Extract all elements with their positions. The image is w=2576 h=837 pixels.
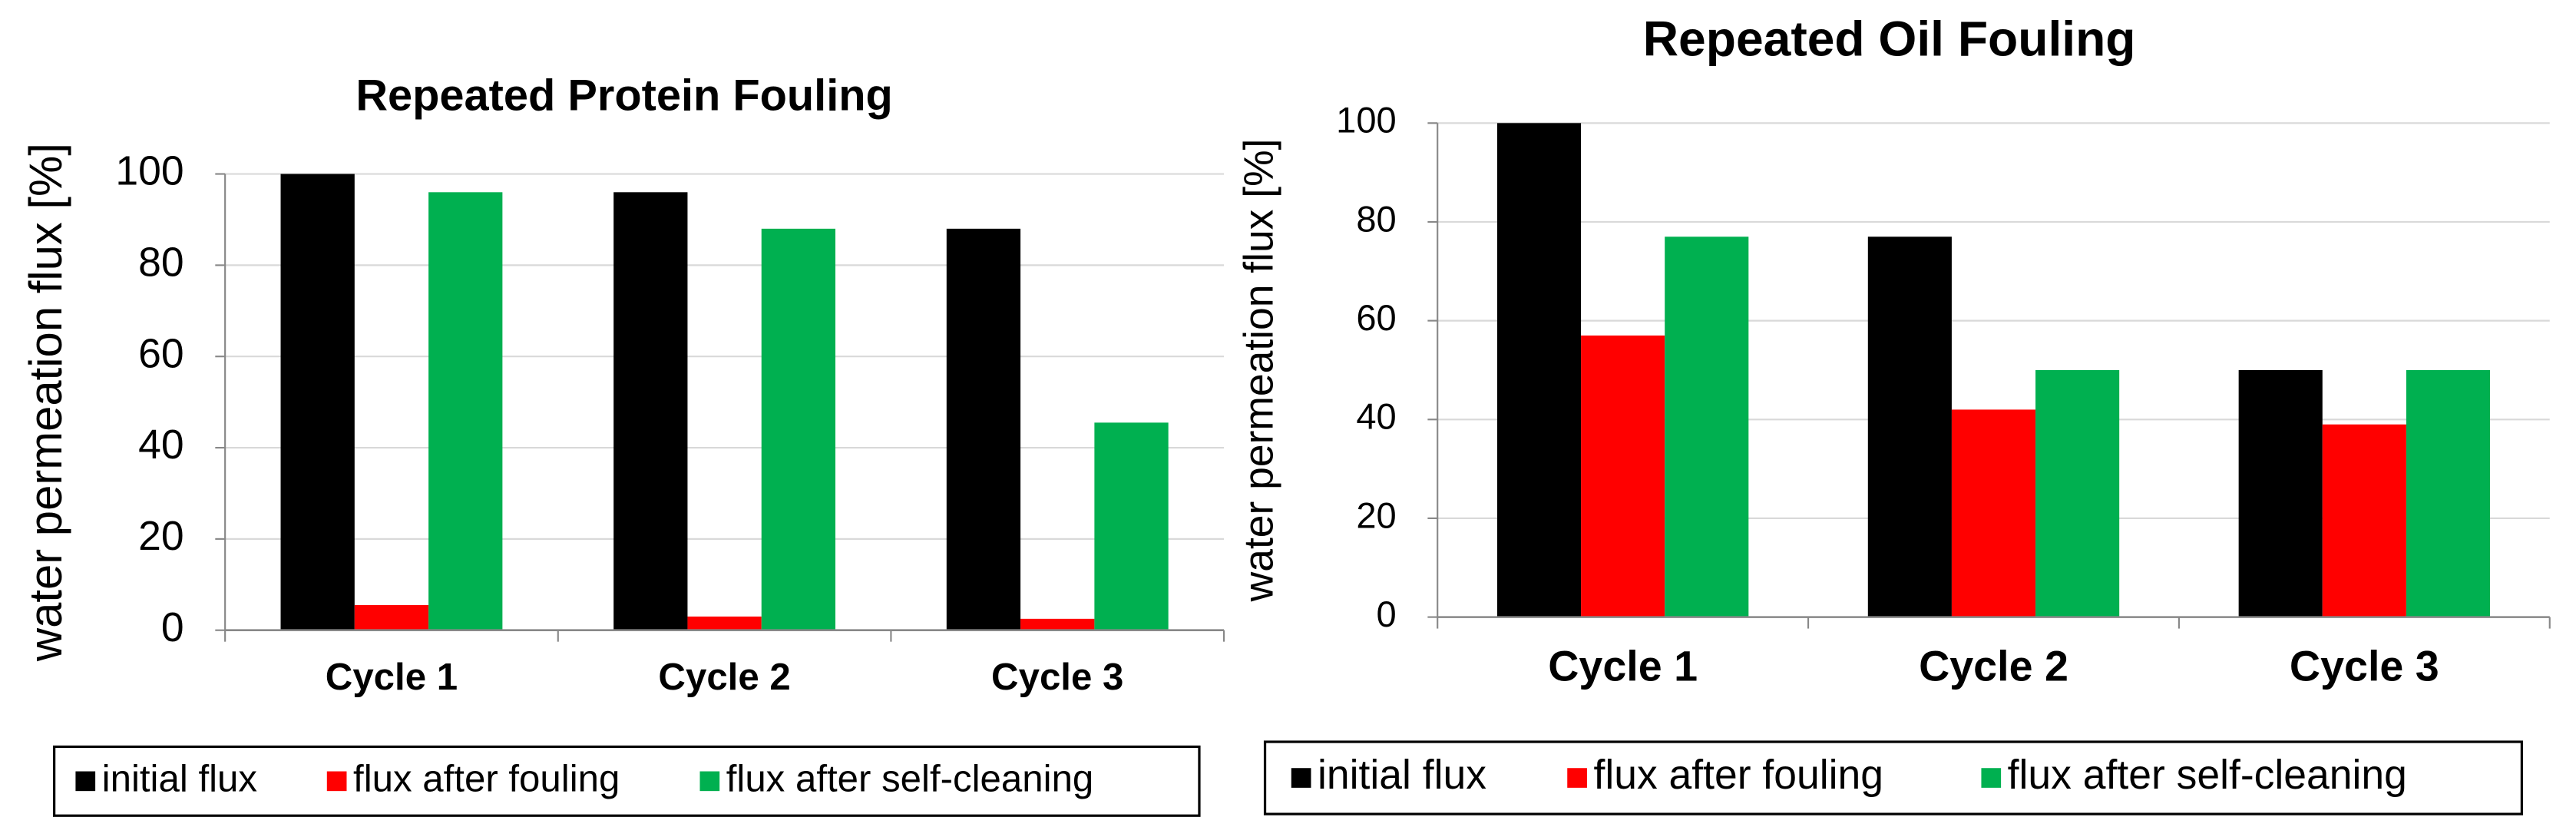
y-tick-label: 80 — [138, 240, 184, 286]
y-tick-label: 60 — [1356, 297, 1396, 338]
bar — [1020, 618, 1095, 630]
bar — [946, 228, 1021, 630]
bar — [428, 192, 503, 630]
bar — [1496, 123, 1582, 617]
bar — [1951, 409, 2036, 617]
y-tick-label: 40 — [138, 422, 184, 468]
x-tick-label: Cycle 2 — [1919, 643, 2068, 690]
y-tick-label: 0 — [1377, 594, 1397, 634]
bar — [354, 605, 429, 630]
y-tick-label: 60 — [138, 331, 184, 376]
legend-swatch — [1291, 768, 1311, 788]
legend-swatch — [326, 771, 347, 792]
y-tick-label: 0 — [161, 605, 184, 650]
x-tick-label: Cycle 1 — [326, 656, 458, 698]
legend-swatch — [1981, 768, 2002, 788]
y-tick-label: 20 — [1356, 495, 1396, 535]
y-tick-label: 100 — [115, 149, 184, 194]
legend-swatch — [1567, 768, 1587, 788]
bar — [687, 616, 762, 630]
y-tick-label: 20 — [138, 514, 184, 559]
bar — [1867, 237, 1952, 617]
legend-box — [1263, 740, 2523, 815]
legend-label: flux after self-cleaning — [726, 757, 1094, 799]
y-tick-label: 40 — [1356, 396, 1396, 437]
bar — [613, 192, 688, 630]
bar — [2238, 369, 2323, 617]
bar — [2322, 424, 2406, 617]
legend-box — [53, 745, 1201, 817]
bar — [280, 174, 355, 630]
y-tick-label: 80 — [1356, 198, 1396, 239]
bar — [761, 228, 836, 630]
legend-label: flux after fouling — [1593, 753, 1883, 798]
legend-label: initial flux — [102, 757, 258, 799]
y-axis-label: water permeation flux [%] — [1236, 139, 1281, 603]
bar — [1581, 335, 1665, 617]
legend-label: flux after self-cleaning — [2008, 753, 2407, 798]
legend-label: flux after fouling — [353, 757, 620, 799]
bar — [1094, 422, 1169, 630]
y-tick-label: 100 — [1336, 100, 1397, 141]
y-axis-label: water permeation flux [%] — [20, 143, 71, 662]
x-tick-label: Cycle 3 — [991, 656, 1123, 698]
x-tick-label: Cycle 2 — [658, 656, 790, 698]
bar — [1665, 237, 1749, 617]
bar — [2035, 369, 2120, 617]
bar — [2406, 369, 2491, 617]
chart-title: Repeated Protein Fouling — [355, 71, 892, 121]
legend-swatch — [75, 771, 96, 792]
x-tick-label: Cycle 1 — [1548, 643, 1698, 690]
legend-label: initial flux — [1318, 753, 1486, 798]
legend-swatch — [699, 771, 720, 792]
x-tick-label: Cycle 3 — [2290, 643, 2439, 690]
chart-title: Repeated Oil Fouling — [1643, 12, 2136, 67]
